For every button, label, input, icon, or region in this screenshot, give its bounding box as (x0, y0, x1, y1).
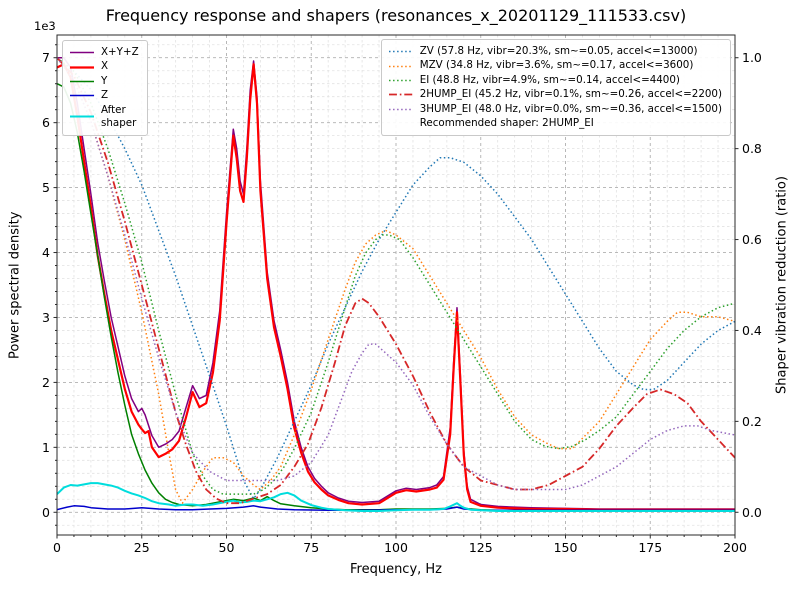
legend-line-sample (70, 51, 94, 54)
x-tick-label: 75 (303, 540, 319, 555)
x-axis-label: Frequency, Hz (349, 562, 443, 577)
legend-item: 2HUMP_EI (45.2 Hz, vibr=0.1%, sm~=0.26, … (388, 88, 722, 101)
legend-item: Y (69, 75, 139, 88)
legend-label: MZV (34.8 Hz, vibr=3.6%, sm~=0.17, accel… (419, 59, 694, 72)
legend-line-sample (70, 115, 94, 118)
y-right-tick-label: 0.0 (742, 505, 762, 520)
legend-footer-label: Recommended shaper: 2HUMP_EI (419, 116, 594, 129)
axis-ticks (53, 44, 739, 539)
series-x-line (57, 63, 735, 511)
y-right-tick-label: 0.8 (742, 141, 762, 156)
legend-footer: Recommended shaper: 2HUMP_EI (388, 117, 722, 130)
y-left-tick-label: 1 (42, 440, 50, 455)
legend-item: X (69, 60, 139, 73)
chart-title: Frequency response and shapers (resonanc… (105, 6, 687, 25)
y-left-tick-label: 4 (42, 245, 50, 260)
legend-line-sample (388, 93, 413, 96)
series-ei-line (57, 57, 735, 495)
x-tick-label: 125 (469, 540, 493, 555)
legend-line-sample (388, 118, 414, 129)
legend-label: 3HUMP_EI (48.0 Hz, vibr=0.0%, sm~=0.36, … (419, 102, 722, 115)
legend-item: X+Y+Z (69, 46, 139, 59)
y-right-tick-label: 0.2 (742, 414, 762, 429)
legend-item: Z (69, 89, 139, 102)
y-left-tick-label: 2 (42, 375, 50, 390)
y-left-tick-label: 6 (42, 115, 50, 130)
legend-label: X (101, 60, 109, 73)
legend-line-sample (70, 95, 94, 97)
legend-item: EI (48.8 Hz, vibr=4.9%, sm~=0.14, accel<… (388, 74, 722, 87)
legend-line-sample (70, 65, 94, 69)
legend-item: ZV (57.8 Hz, vibr=20.3%, sm~=0.05, accel… (388, 45, 722, 58)
y-right-tick-label: 0.6 (742, 232, 762, 247)
series-3hump-ei-line (57, 57, 735, 491)
legend-label: Z (101, 89, 109, 102)
legend-item: MZV (34.8 Hz, vibr=3.6%, sm~=0.17, accel… (388, 59, 722, 72)
x-tick-label: 25 (134, 540, 150, 555)
legend-label: ZV (57.8 Hz, vibr=20.3%, sm~=0.05, accel… (419, 45, 698, 57)
x-tick-label: 50 (219, 540, 235, 555)
y-right-tick-label: 1.0 (742, 50, 762, 65)
legend-label: Y (101, 74, 108, 87)
legend-item: After shaper (69, 104, 139, 131)
y-axis-left-label: Power spectral density (7, 211, 23, 359)
series-after-shaper-line (57, 482, 735, 512)
legend-line-sample (388, 50, 413, 53)
tick-labels: 0 25 50 75 100 125 150 175 200 0 1 2 3 4 5 6 7 0.0 0.2 0.4 0… (42, 50, 762, 555)
y-axis-right-label: Shaper vibration reduction (ratio) (774, 176, 790, 394)
legend-shapers: ZV (57.8 Hz, vibr=20.3%, sm~=0.05, accel… (380, 39, 731, 137)
legend-psd: X+Y+Z X Y Z After shaper (62, 40, 148, 137)
legend-line-sample (388, 108, 413, 110)
x-tick-label: 175 (638, 540, 662, 555)
y-left-tick-label: 5 (42, 180, 50, 195)
legend-line-sample (388, 79, 413, 82)
y-left-tick-label: 7 (42, 50, 50, 65)
series-lines (57, 56, 735, 512)
legend-label: EI (48.8 Hz, vibr=4.9%, sm~=0.14, accel<… (419, 73, 680, 86)
y-left-tick-label: 3 (42, 310, 50, 325)
y-left-tick-label: 0 (42, 505, 50, 520)
legend-label: 2HUMP_EI (45.2 Hz, vibr=0.1%, sm~=0.26, … (419, 88, 722, 101)
y-axis-offset-text: 1e3 (34, 19, 56, 33)
x-tick-label: 100 (384, 540, 408, 555)
legend-item: 3HUMP_EI (48.0 Hz, vibr=0.0%, sm~=0.36, … (388, 103, 722, 116)
series-2hump-ei-line (57, 57, 735, 505)
legend-label: X+Y+Z (101, 46, 139, 58)
x-tick-label: 200 (723, 540, 747, 555)
legend-line-sample (388, 65, 413, 67)
y-right-tick-label: 0.4 (742, 323, 762, 338)
legend-label: After shaper (101, 103, 137, 129)
x-tick-label: 150 (554, 540, 578, 555)
legend-line-sample (70, 80, 94, 83)
x-tick-label: 0 (53, 540, 61, 555)
